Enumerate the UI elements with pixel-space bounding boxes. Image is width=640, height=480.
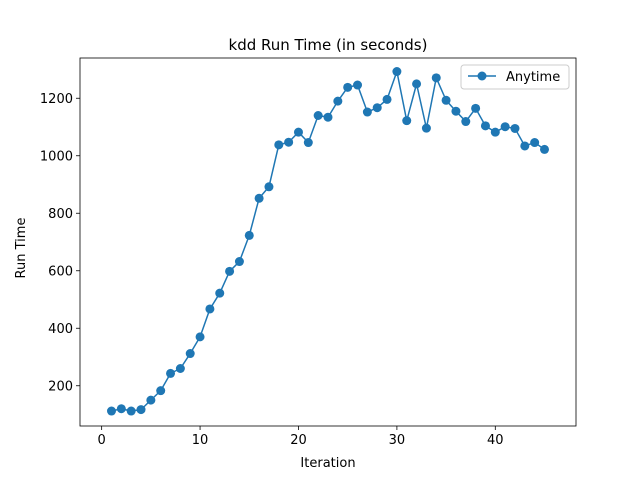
- x-tick-label: 30: [389, 433, 406, 448]
- x-tick-label: 10: [192, 433, 209, 448]
- data-point: [490, 127, 500, 137]
- data-point: [421, 123, 431, 133]
- data-point: [471, 103, 481, 113]
- data-point: [402, 116, 412, 126]
- data-point: [362, 107, 372, 117]
- legend-marker-anytime: [477, 71, 487, 81]
- data-point: [225, 266, 235, 276]
- data-point: [333, 96, 343, 106]
- data-point: [461, 117, 471, 127]
- data-point: [500, 122, 510, 132]
- legend-label-anytime: Anytime: [506, 70, 560, 85]
- x-axis-label: Iteration: [300, 456, 355, 471]
- data-point: [480, 121, 490, 131]
- data-point: [284, 137, 294, 147]
- data-point: [185, 349, 195, 359]
- data-point: [106, 406, 116, 416]
- x-tick-label: 40: [487, 433, 504, 448]
- data-point: [343, 82, 353, 92]
- data-point: [166, 368, 176, 378]
- data-point: [441, 95, 451, 105]
- legend-box: [460, 64, 570, 90]
- data-point: [254, 193, 264, 203]
- y-tick-label: 200: [48, 379, 73, 394]
- data-point: [431, 73, 441, 83]
- data-point: [382, 94, 392, 104]
- data-point: [136, 405, 146, 415]
- data-point: [353, 80, 363, 90]
- data-point: [244, 230, 254, 240]
- data-point: [156, 386, 166, 396]
- data-point: [195, 332, 205, 342]
- data-point: [146, 395, 156, 405]
- data-point: [264, 182, 274, 192]
- plot-area: 0 10 20 30 40 200 400 600 800 1000 1200: [40, 57, 577, 448]
- y-tick-label: 1200: [40, 92, 73, 107]
- data-point: [451, 106, 461, 116]
- data-point: [510, 123, 520, 133]
- y-tick-label: 1000: [40, 149, 73, 164]
- data-point: [175, 364, 185, 373]
- data-point: [520, 141, 530, 151]
- data-point: [126, 406, 136, 416]
- y-tick-label: 600: [48, 264, 73, 279]
- data-point: [412, 79, 422, 89]
- x-tick-label: 0: [98, 433, 106, 448]
- data-point: [215, 288, 225, 298]
- chart-title: kdd Run Time (in seconds): [229, 36, 428, 54]
- data-point: [540, 144, 550, 154]
- y-tick-label: 800: [48, 207, 73, 222]
- data-point: [323, 112, 333, 122]
- data-point: [234, 257, 244, 267]
- data-point: [274, 140, 284, 150]
- data-point: [392, 67, 402, 77]
- axes-frame: [79, 57, 577, 427]
- y-axis-label: Run Time: [14, 218, 29, 279]
- legend: Anytime: [460, 64, 570, 90]
- data-point: [205, 304, 215, 314]
- x-tick-label: 20: [290, 433, 307, 448]
- data-point: [303, 138, 313, 148]
- data-point: [293, 127, 303, 137]
- data-point: [116, 404, 126, 414]
- data-point: [372, 103, 382, 113]
- data-point: [530, 138, 540, 148]
- y-tick-label: 400: [48, 322, 73, 337]
- data-point: [313, 111, 323, 120]
